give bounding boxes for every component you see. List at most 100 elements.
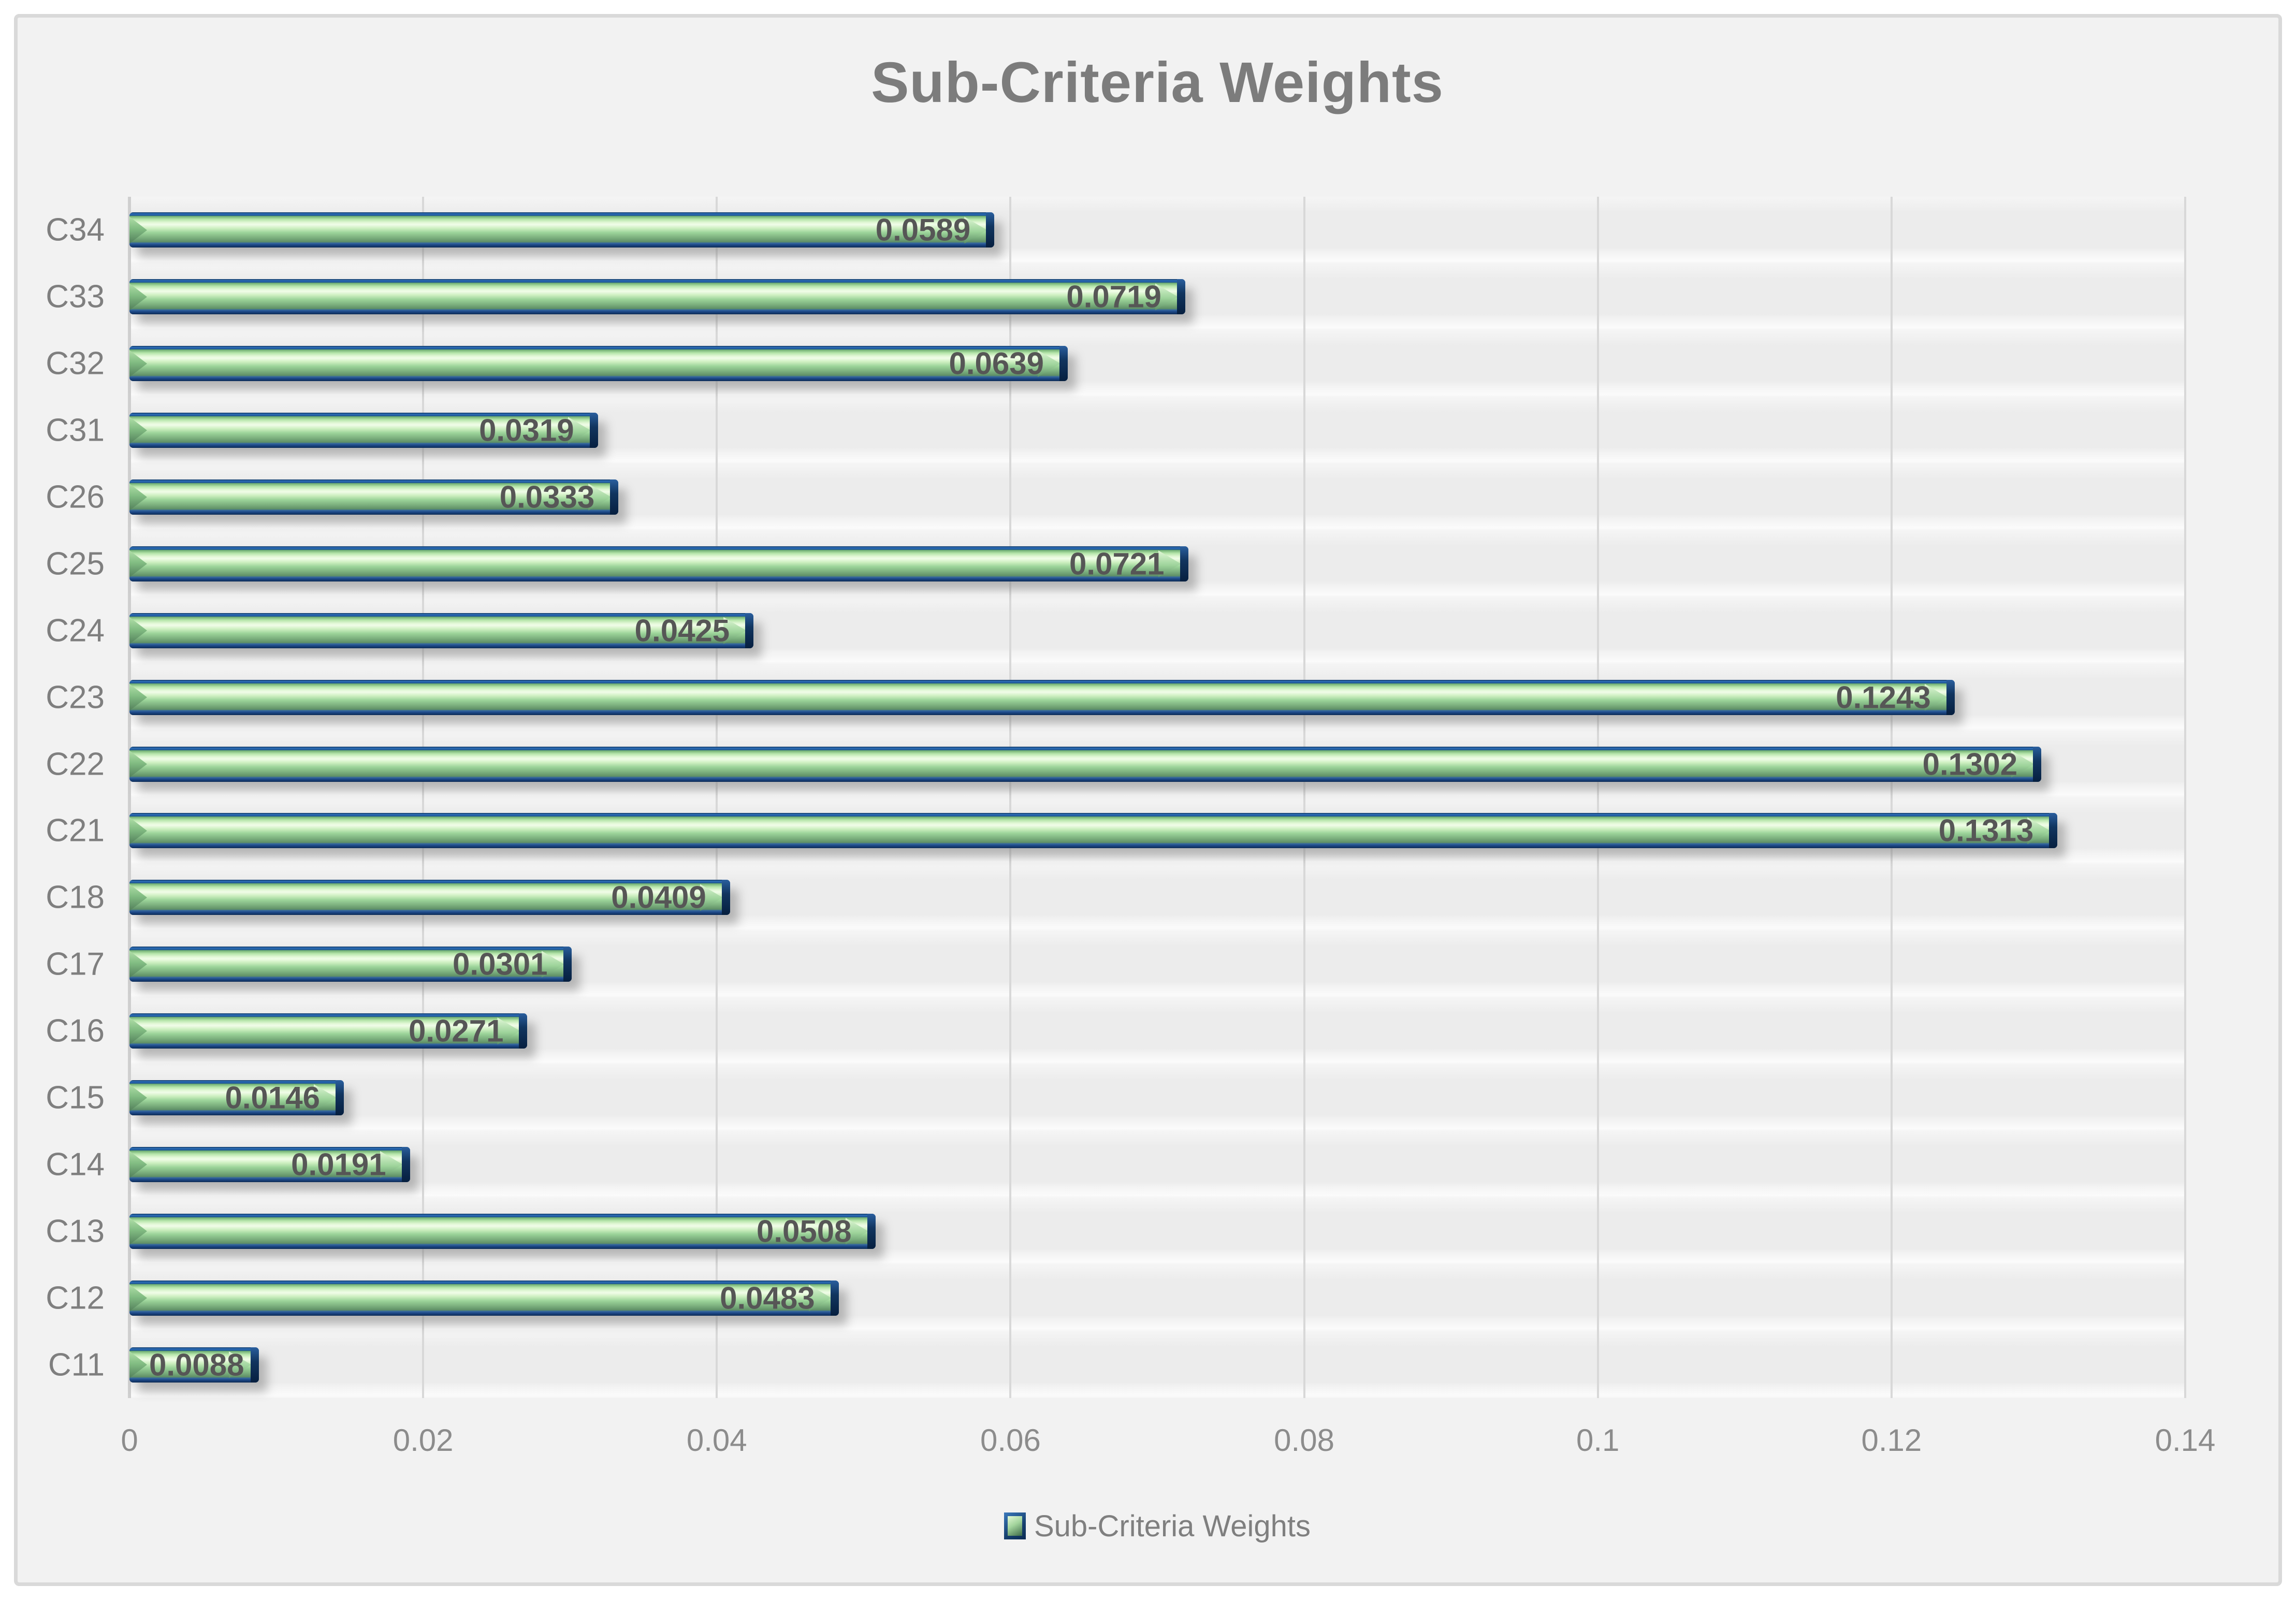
- bar-notch: [129, 1217, 147, 1245]
- gridline: [422, 197, 425, 1398]
- bar-value-label: 0.0301: [453, 947, 548, 982]
- bar: 0.0721: [129, 546, 1188, 581]
- bar-value-label: 0.0721: [1069, 546, 1165, 581]
- bar: 0.0146: [129, 1080, 344, 1116]
- bar-notch: [129, 216, 147, 244]
- bar-row: C22 0.1302: [46, 731, 2185, 797]
- bar: 0.0589: [129, 212, 995, 248]
- x-axis: 0 0.02 0.04 0.06 0.08 0.1 0.12 0.14: [121, 1420, 2215, 1461]
- bar-cap: [610, 479, 619, 515]
- bar-cap: [745, 613, 754, 648]
- chart-title: Sub-Criteria Weights: [871, 51, 1444, 114]
- bar-value-label: 0.0483: [720, 1281, 815, 1316]
- bar-cap: [721, 880, 730, 915]
- bar-value-label: 0.0639: [949, 346, 1044, 381]
- bar-row: C23 0.1243: [46, 664, 2185, 731]
- legend-label: Sub-Criteria Weights: [1034, 1509, 1311, 1543]
- category-label: C14: [46, 1146, 105, 1183]
- gridline: [1009, 197, 1012, 1398]
- bar-row: C25 0.0721: [46, 530, 2185, 597]
- gridline: [1596, 197, 1599, 1398]
- bar-notch: [129, 484, 147, 511]
- x-tick-label: 0.04: [686, 1423, 747, 1458]
- bar-row: C13 0.0508: [46, 1198, 2185, 1264]
- bar-notch: [129, 951, 147, 978]
- plot-area: C34 0.0589 C33 0.0719 C32 0.0639 C31 0.0319 C26 0…: [46, 197, 2186, 1398]
- bar-row: C26 0.0333: [46, 464, 2185, 531]
- x-tick-label: 0.06: [980, 1423, 1041, 1458]
- gridline: [1303, 197, 1305, 1398]
- x-tick-label: 0.12: [1861, 1423, 1922, 1458]
- legend: Sub-Criteria Weights: [129, 1508, 2185, 1544]
- bar-notch: [129, 283, 147, 311]
- bar-cap: [2049, 813, 2058, 849]
- bar-row: C15 0.0146: [46, 1065, 2185, 1131]
- bar-notch: [129, 884, 147, 911]
- bar-row: C16 0.0271: [46, 998, 2185, 1065]
- x-tick-label: 0.08: [1274, 1423, 1334, 1458]
- bar-notch: [129, 683, 147, 711]
- bar-cap: [986, 212, 995, 248]
- category-label: C15: [46, 1080, 105, 1116]
- bar-row: C12 0.0483: [46, 1264, 2185, 1331]
- category-label: C32: [46, 345, 105, 382]
- bar: 0.0271: [129, 1013, 528, 1049]
- bar-notch: [129, 1351, 147, 1378]
- bar: 0.0191: [129, 1146, 410, 1182]
- category-label: C21: [46, 812, 105, 849]
- bar-notch: [129, 550, 147, 577]
- bar: 0.0719: [129, 279, 1185, 315]
- bar-notch: [129, 817, 147, 845]
- bar-value-label: 0.0319: [479, 413, 574, 448]
- category-label: C22: [46, 746, 105, 782]
- bar-value-label: 0.0409: [611, 880, 706, 915]
- bar-value-label: 0.0719: [1066, 279, 1161, 314]
- bar-value-label: 0.0271: [408, 1013, 504, 1049]
- category-label: C18: [46, 879, 105, 915]
- bar-notch: [129, 1084, 147, 1112]
- bar: 0.0333: [129, 479, 619, 515]
- bar-row: C34 0.0589: [46, 197, 2185, 264]
- bar-row: C14 0.0191: [46, 1131, 2185, 1198]
- bar-notch: [129, 1284, 147, 1312]
- bar-value-label: 0.0333: [499, 479, 595, 515]
- bar-row: C24 0.0425: [46, 597, 2185, 664]
- gridline: [716, 197, 718, 1398]
- bar-value-label: 0.0589: [875, 212, 971, 248]
- bar-notch: [129, 750, 147, 778]
- category-label: C16: [46, 1013, 105, 1049]
- category-label: C13: [46, 1213, 105, 1249]
- bar-notch: [129, 350, 147, 377]
- bar: 0.0409: [129, 880, 730, 915]
- bar: 0.0319: [129, 413, 598, 448]
- category-label: C25: [46, 546, 105, 582]
- bar-value-label: 0.0088: [149, 1347, 244, 1383]
- category-label: C24: [46, 613, 105, 649]
- bar-value-label: 0.1302: [1922, 747, 2018, 782]
- bar-cap: [1946, 679, 1955, 715]
- bar-notch: [129, 1151, 147, 1178]
- bar-cap: [867, 1213, 876, 1249]
- bar-cap: [830, 1280, 839, 1316]
- bar-cap: [589, 413, 598, 448]
- category-label: C34: [46, 212, 105, 248]
- bar-cap: [401, 1146, 410, 1182]
- category-label: C11: [48, 1347, 105, 1383]
- bar: 0.0639: [129, 346, 1068, 382]
- x-tick-label: 0.14: [2155, 1423, 2216, 1458]
- bar: 0.0508: [129, 1213, 876, 1249]
- x-tick-label: 0.1: [1576, 1423, 1620, 1458]
- bar-value-label: 0.1243: [1836, 680, 1931, 715]
- bar: 0.1313: [129, 813, 2058, 849]
- bar-cap: [250, 1347, 259, 1383]
- bar-notch: [129, 417, 147, 444]
- bar-row: C21 0.1313: [46, 797, 2185, 864]
- bar-value-label: 0.0425: [634, 613, 730, 648]
- x-tick-label: 0: [121, 1423, 138, 1458]
- legend-swatch-inner: [1007, 1516, 1022, 1536]
- bar-value-label: 0.0146: [225, 1080, 320, 1115]
- bar: 0.0301: [129, 947, 572, 982]
- gridline: [128, 197, 131, 1398]
- category-label: C31: [46, 412, 105, 448]
